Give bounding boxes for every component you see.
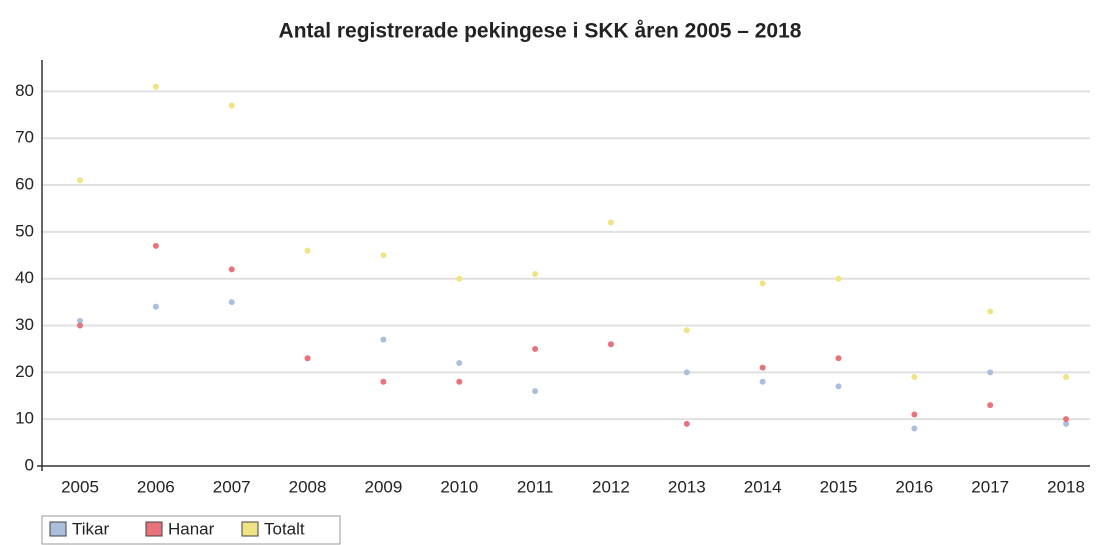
x-tick-label: 2008 xyxy=(289,477,327,496)
x-tick-label: 2010 xyxy=(440,477,478,496)
point xyxy=(228,266,235,273)
point xyxy=(683,327,690,334)
point xyxy=(607,341,614,348)
point xyxy=(759,280,766,287)
point xyxy=(911,374,918,381)
y-tick-label: 30 xyxy=(15,315,34,334)
point xyxy=(759,378,766,385)
point xyxy=(456,359,463,366)
point xyxy=(77,177,83,184)
legend-label: Hanar xyxy=(168,519,215,538)
point xyxy=(987,308,994,315)
point xyxy=(380,336,387,343)
y-tick-label: 50 xyxy=(15,221,34,240)
y-tick-label: 80 xyxy=(15,81,34,100)
y-tick-label: 0 xyxy=(25,455,34,474)
point xyxy=(380,252,387,259)
legend-label: Totalt xyxy=(264,519,305,538)
point xyxy=(152,303,159,310)
point xyxy=(456,378,463,385)
chart-title: Antal registrerade pekingese i SKK åren … xyxy=(279,20,802,43)
x-tick-label: 2018 xyxy=(1047,477,1085,496)
point xyxy=(77,322,83,329)
legend-label: Tikar xyxy=(72,519,109,538)
legend-swatch xyxy=(241,521,259,537)
point xyxy=(456,275,463,282)
x-tick-label: 2015 xyxy=(820,477,858,496)
x-tick-label: 2016 xyxy=(895,477,933,496)
x-tick-label: 2017 xyxy=(971,477,1009,496)
point xyxy=(532,345,539,352)
x-tick-label: 2011 xyxy=(517,477,554,496)
x-tick-label: 2013 xyxy=(668,477,706,496)
point xyxy=(1063,420,1070,427)
point xyxy=(759,364,766,371)
y-tick-label: 40 xyxy=(15,268,34,287)
x-tick-label: 2007 xyxy=(213,477,251,496)
point xyxy=(835,355,842,362)
point xyxy=(152,83,159,90)
point xyxy=(835,275,842,282)
point xyxy=(304,247,311,254)
point xyxy=(532,271,539,278)
y-tick-label: 20 xyxy=(15,362,34,381)
point xyxy=(607,219,614,226)
y-tick-label: 70 xyxy=(15,128,34,147)
legend-box xyxy=(41,515,341,545)
x-tick-label: 2009 xyxy=(364,477,402,496)
y-tick-label: 60 xyxy=(15,175,34,194)
x-tick-label: 2012 xyxy=(592,477,630,496)
point xyxy=(911,411,918,418)
point xyxy=(77,317,83,324)
point xyxy=(987,402,994,409)
point xyxy=(911,425,918,432)
point xyxy=(228,299,235,306)
x-tick-label: 2006 xyxy=(137,477,175,496)
point xyxy=(532,388,539,395)
legend-swatch xyxy=(49,521,67,537)
x-tick-label: 2014 xyxy=(744,477,782,496)
point xyxy=(228,102,235,109)
point xyxy=(987,369,994,376)
point xyxy=(1063,374,1070,381)
x-tick-label: 2005 xyxy=(61,477,99,496)
legend-swatch xyxy=(145,521,163,537)
point xyxy=(380,378,387,385)
y-tick-label: 10 xyxy=(15,409,34,428)
point xyxy=(835,383,842,390)
point xyxy=(1063,416,1070,423)
point xyxy=(152,242,159,249)
point xyxy=(683,369,690,376)
point xyxy=(304,355,311,362)
point xyxy=(683,420,690,427)
